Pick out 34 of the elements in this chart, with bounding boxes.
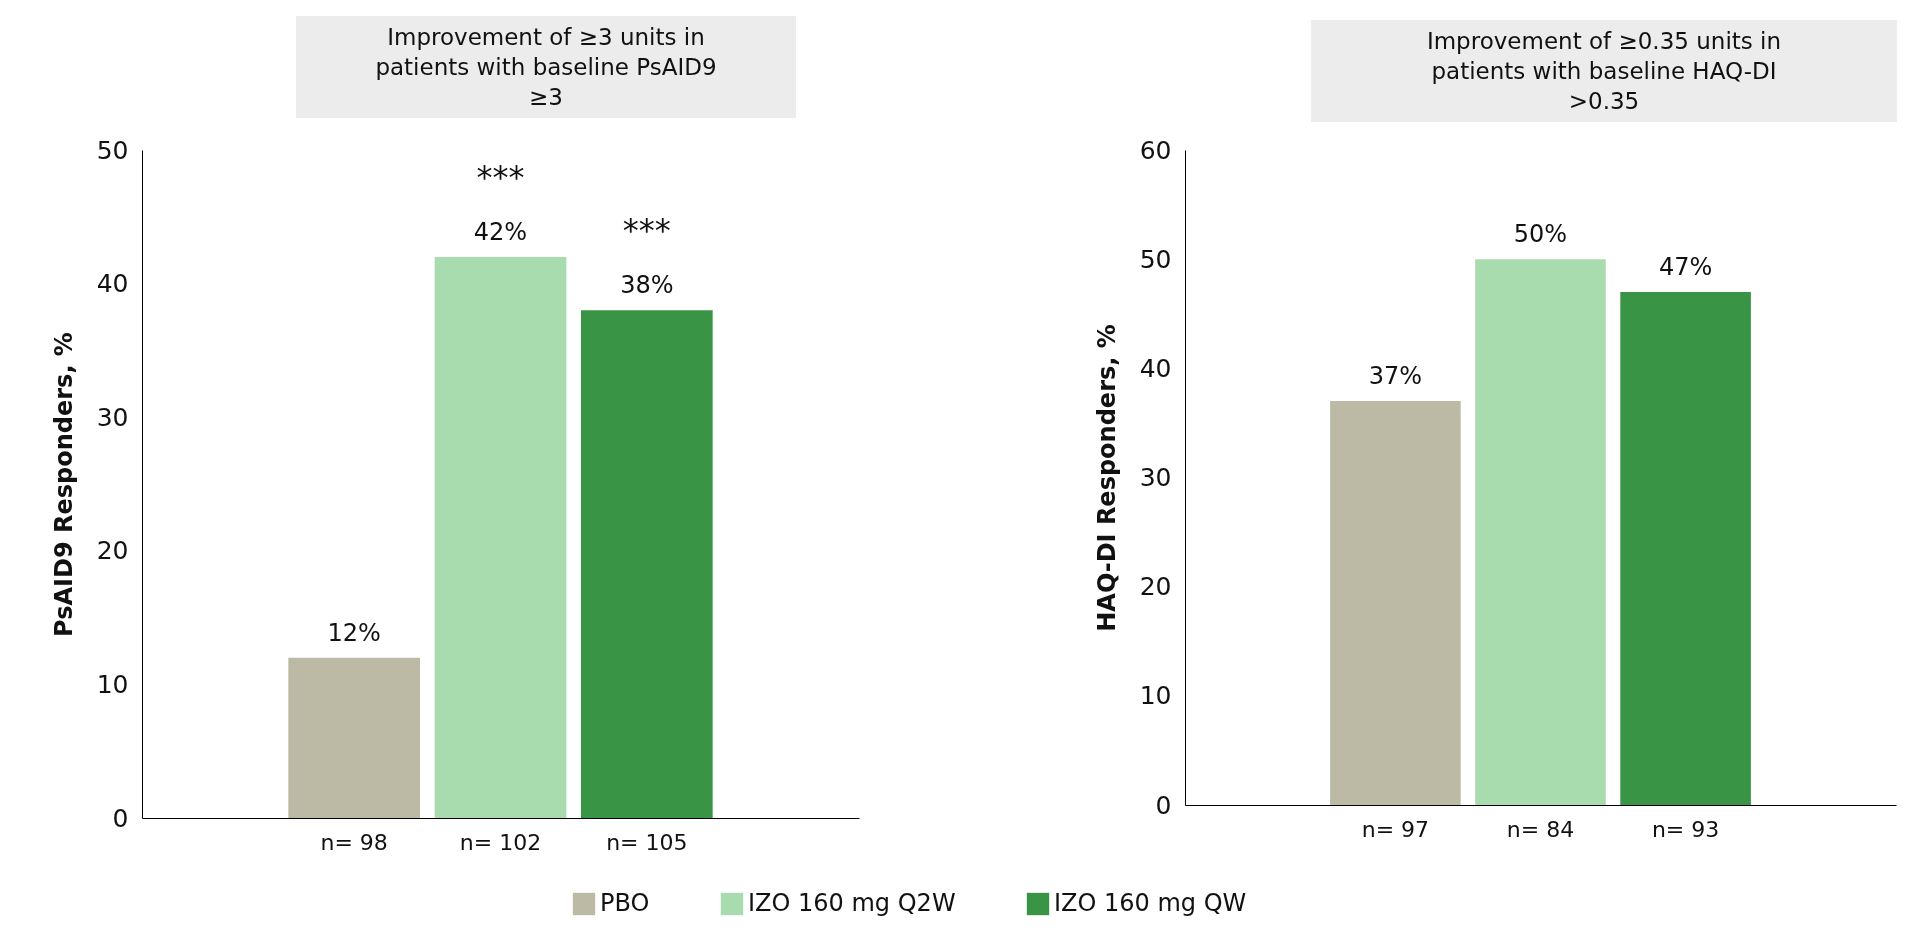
y-tick-label: 20 xyxy=(96,536,129,566)
annotation: *** xyxy=(476,157,525,196)
y-tick-label: 30 xyxy=(1139,463,1172,492)
chart-title: Improvement of ≥0.35 units in patients with baseline HAQ-DI >0.35 xyxy=(1311,20,1897,122)
y-tick-label: 50 xyxy=(1139,244,1172,274)
legend-label: IZO 160 mg Q2W xyxy=(748,889,956,917)
data-label: 42% xyxy=(473,217,528,246)
y-tick-label: 10 xyxy=(1139,681,1172,711)
y-tick-label: 30 xyxy=(96,402,129,432)
y-axis-title: HAQ-DI Responders, % xyxy=(1092,324,1121,632)
chart-title: Improvement of ≥3 units in patients with baseline PsAID9 ≥3 xyxy=(296,16,796,118)
data-label: 12% xyxy=(327,618,381,647)
y-tick-label: 50 xyxy=(96,135,129,165)
data-label: 38% xyxy=(620,271,674,300)
data-label: 50% xyxy=(1513,220,1568,249)
y-tick-label: 20 xyxy=(1139,572,1172,602)
y-tick-label: 40 xyxy=(1139,353,1172,383)
y-tick-label: 40 xyxy=(96,269,129,299)
y-tick-label: 0 xyxy=(1155,790,1172,820)
y-tick-label: 60 xyxy=(1139,135,1172,165)
x-tick-label: n= 98 xyxy=(320,829,388,855)
x-tick-label: n= 102 xyxy=(459,829,542,855)
legend-label: PBO xyxy=(600,889,650,917)
x-tick-label: n= 105 xyxy=(606,829,688,855)
y-tick-label: 10 xyxy=(96,669,129,699)
x-tick-label: n= 97 xyxy=(1361,816,1430,842)
legend-label: IZO 160 mg QW xyxy=(1054,889,1247,917)
annotation: *** xyxy=(622,211,671,250)
x-tick-label: n= 93 xyxy=(1651,816,1720,842)
data-label: 37% xyxy=(1368,362,1423,391)
x-tick-label: n= 84 xyxy=(1506,816,1575,842)
y-axis-title: PsAID9 Responders, % xyxy=(49,332,78,637)
data-label: 47% xyxy=(1658,252,1713,281)
y-tick-label: 0 xyxy=(112,803,129,833)
